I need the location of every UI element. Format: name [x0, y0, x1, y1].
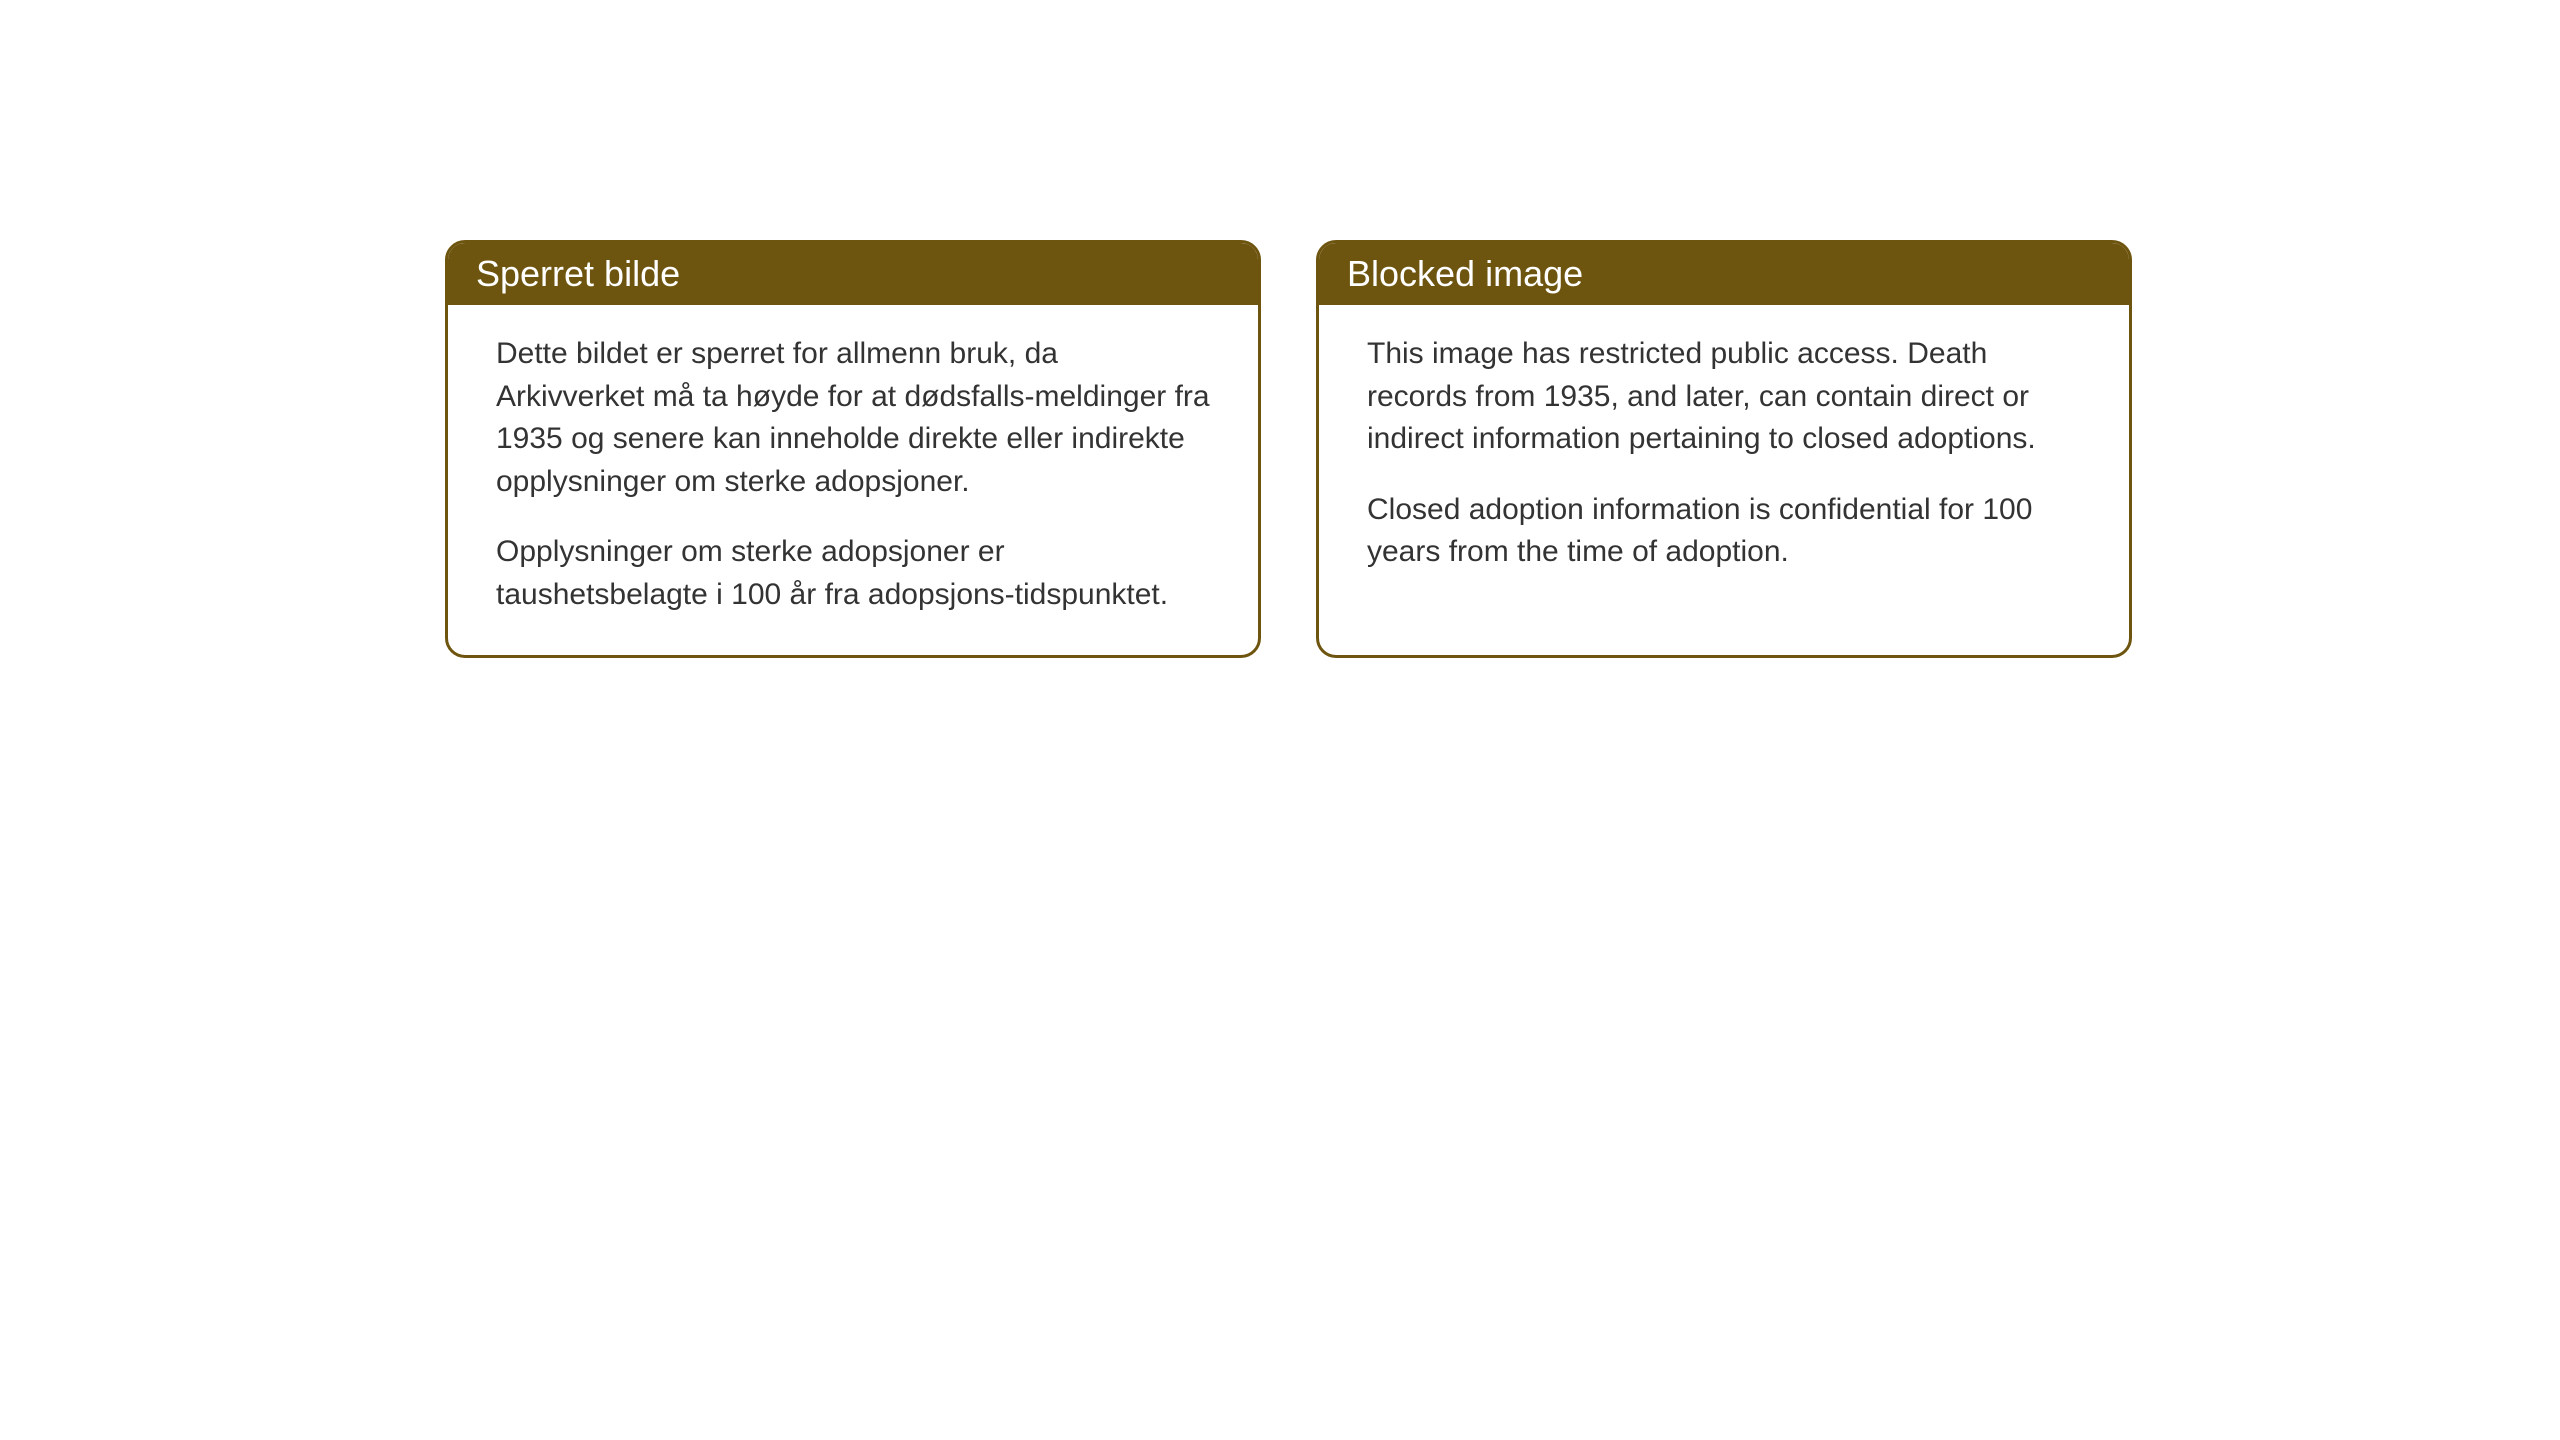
- notice-body-norwegian: Dette bildet er sperret for allmenn bruk…: [448, 305, 1258, 655]
- notice-title-english: Blocked image: [1319, 243, 2129, 305]
- notice-title-norwegian: Sperret bilde: [448, 243, 1258, 305]
- notice-card-english: Blocked image This image has restricted …: [1316, 240, 2132, 658]
- notice-paragraph: Opplysninger om sterke adopsjoner er tau…: [496, 531, 1210, 616]
- notice-paragraph: This image has restricted public access.…: [1367, 333, 2081, 461]
- notice-body-english: This image has restricted public access.…: [1319, 305, 2129, 612]
- notice-card-norwegian: Sperret bilde Dette bildet er sperret fo…: [445, 240, 1261, 658]
- notice-container: Sperret bilde Dette bildet er sperret fo…: [0, 0, 2560, 658]
- notice-paragraph: Dette bildet er sperret for allmenn bruk…: [496, 333, 1210, 503]
- notice-paragraph: Closed adoption information is confident…: [1367, 489, 2081, 574]
